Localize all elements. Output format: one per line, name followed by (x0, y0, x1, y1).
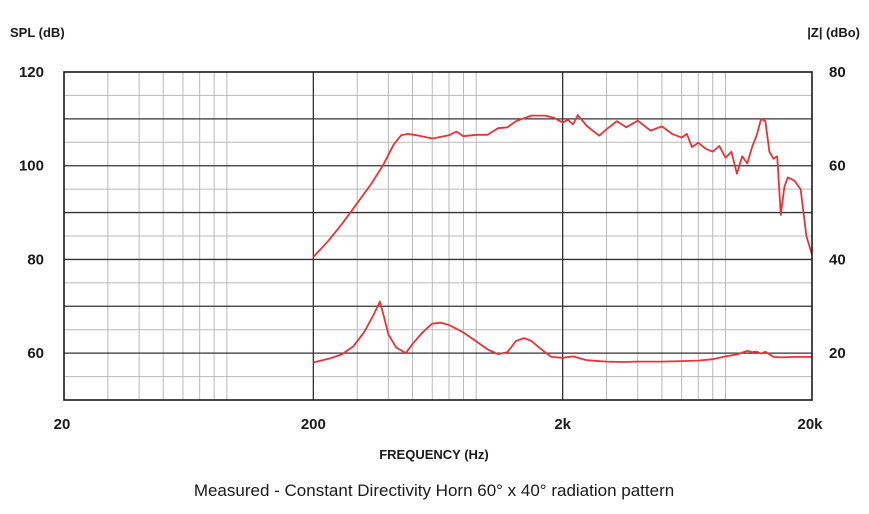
spl-response-line (312, 114, 813, 258)
tick-labels: 60 80 100 120 20 40 60 80 20 200 2k 20k (19, 64, 846, 433)
y2-tick-label: 20 (829, 345, 846, 362)
y2-tick-label: 80 (829, 64, 846, 81)
x-tick-label: 200 (301, 416, 326, 433)
major-gridlines (64, 72, 812, 400)
x-axis-title-frequency: FREQUENCY (Hz) (379, 447, 489, 462)
y-tick-label: 120 (19, 64, 44, 81)
y-tick-label: 100 (19, 158, 44, 175)
y-tick-label: 80 (27, 251, 44, 268)
impedance-line (313, 300, 812, 364)
x-tick-label: 20 (54, 416, 71, 433)
y-axis-title-spl: SPL (dB) (10, 25, 65, 40)
y2-tick-label: 40 (829, 251, 846, 268)
x-tick-label: 20k (797, 416, 823, 433)
y2-tick-label: 60 (829, 158, 846, 175)
series-layer (312, 114, 813, 364)
y-tick-label: 60 (27, 345, 44, 362)
minor-gridlines (64, 72, 812, 400)
plot-frame (63, 71, 813, 401)
y2-axis-title-impedance: |Z| (dBo) (807, 25, 860, 40)
x-tick-label: 2k (554, 416, 571, 433)
chart-caption: Measured - Constant Directivity Horn 60°… (194, 481, 674, 500)
